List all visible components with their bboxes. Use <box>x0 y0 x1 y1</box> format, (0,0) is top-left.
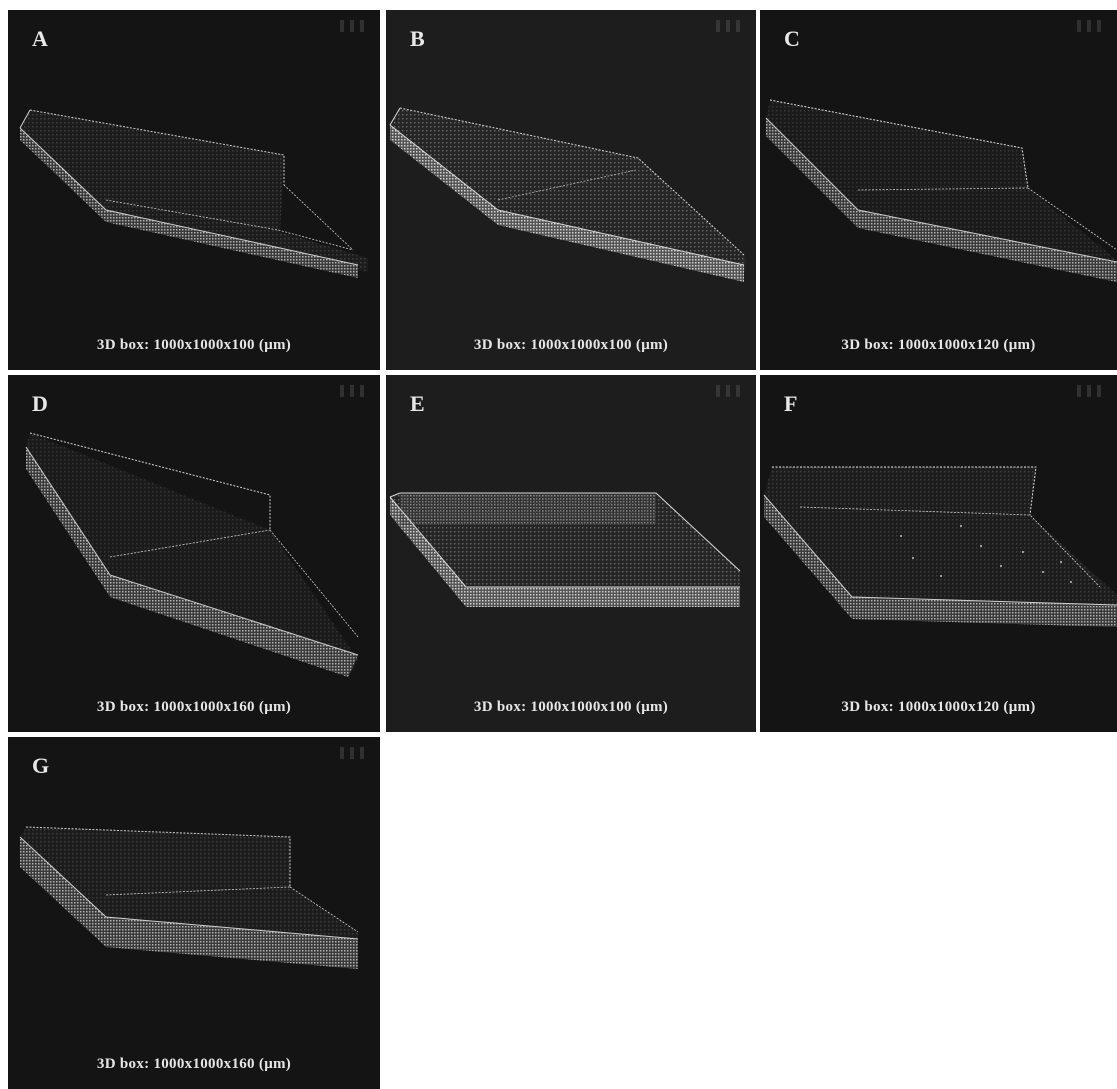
panel-label: G <box>32 753 50 778</box>
scale-marker-icon <box>340 20 364 32</box>
panel-caption: 3D box: 1000x1000x100 (μm) <box>473 699 669 715</box>
scale-marker-icon <box>716 385 740 397</box>
panel-g-render <box>19 826 359 969</box>
panel-f: F 3D box: 1000x1000x120 (μm) <box>760 375 1117 732</box>
panel-caption: 3D box: 1000x1000x120 (μm) <box>841 699 1036 715</box>
panel-label: F <box>784 391 798 416</box>
panel-d: D 3D box: 1000x1000x160 (μm) <box>8 375 380 732</box>
panel-label: D <box>32 391 48 416</box>
panel-e-render <box>389 492 741 607</box>
panel-a-render <box>19 109 368 278</box>
panel-label: C <box>784 26 800 51</box>
panel-d-render <box>25 432 359 677</box>
panel-label: E <box>410 391 425 416</box>
scale-marker-icon <box>1077 385 1101 397</box>
speckle-points <box>900 525 1072 583</box>
scale-marker-icon <box>340 385 364 397</box>
panel-label: A <box>32 26 48 51</box>
panel-a: A 3D box: 1000x1000x100 (μm) <box>8 10 380 370</box>
panel-caption: 3D box: 1000x1000x160 (μm) <box>96 1056 292 1072</box>
panel-b: B 3D box: 1000x1000x100 (μm) <box>386 10 756 370</box>
panel-caption: 3D box: 1000x1000x120 (μm) <box>841 337 1036 353</box>
scale-marker-icon <box>716 20 740 32</box>
panel-caption: 3D box: 1000x1000x100 (μm) <box>473 337 669 353</box>
panel-c-render <box>765 99 1117 282</box>
scale-marker-icon <box>340 747 364 759</box>
panel-caption: 3D box: 1000x1000x160 (μm) <box>96 699 292 715</box>
panel-c: C 3D box: 1000x1000x120 (μm) <box>760 10 1117 370</box>
panel-f-render <box>763 466 1117 627</box>
panel-b-render <box>389 107 746 282</box>
scale-marker-icon <box>1077 20 1101 32</box>
panel-caption: 3D box: 1000x1000x100 (μm) <box>96 337 292 353</box>
panel-e: E 3D box: 1000x1000x100 (μm) <box>386 375 756 732</box>
panel-g: G 3D box: 1000x1000x160 (μm) <box>8 737 380 1089</box>
panel-label: B <box>410 26 425 51</box>
